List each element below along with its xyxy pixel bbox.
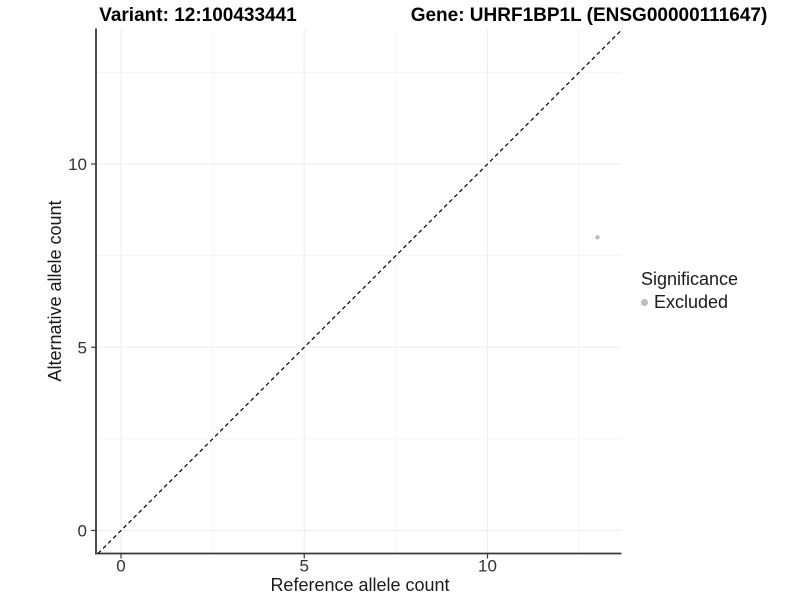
- x-tick-label: 10: [478, 557, 497, 576]
- x-tick-label: 0: [116, 557, 125, 576]
- legend-item-label: Excluded: [654, 292, 729, 312]
- identity-line: [97, 29, 622, 554]
- x-tick-label: 5: [300, 557, 309, 576]
- legend: Significance Excluded: [641, 269, 738, 313]
- plot-title-variant: Variant: 12:100433441: [99, 5, 297, 26]
- legend-title: Significance: [641, 269, 739, 289]
- legend-point-icon: [641, 299, 648, 306]
- legend-item-excluded: Excluded: [641, 292, 738, 313]
- y-tick-label: 0: [78, 522, 87, 541]
- data-point: [595, 235, 600, 240]
- y-tick-label: 5: [78, 338, 87, 357]
- y-tick-label: 10: [68, 155, 87, 174]
- plot-title-gene: Gene: UHRF1BP1L (ENSG00000111647): [410, 5, 768, 26]
- y-axis-title: Alternative allele count: [45, 200, 65, 382]
- x-axis-title: Reference allele count: [270, 575, 450, 595]
